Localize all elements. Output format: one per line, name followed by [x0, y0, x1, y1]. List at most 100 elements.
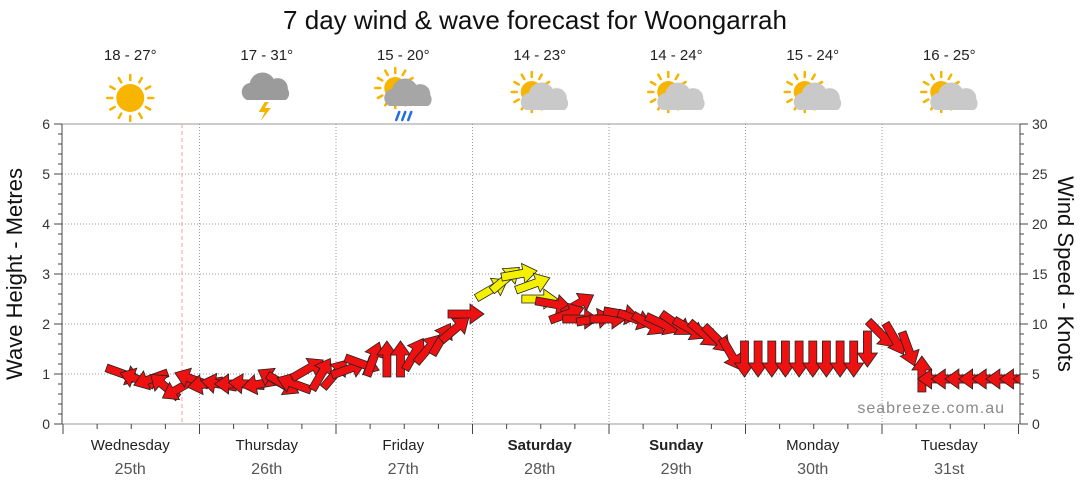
right-tick-label: 0	[1032, 416, 1040, 432]
left-tick-label: 6	[42, 116, 50, 132]
cloud-shape	[657, 82, 705, 110]
storm-cloud-icon	[241, 72, 290, 121]
rain-drop	[401, 110, 407, 122]
day-temperature: 16 - 25°	[923, 47, 976, 64]
wind-arrow	[815, 340, 838, 378]
sun-ray	[811, 73, 816, 81]
wind-arrow	[774, 340, 797, 378]
sun-rain-cloud-icon	[374, 66, 432, 122]
sun-ray	[657, 73, 662, 81]
left-tick-label: 1	[42, 366, 50, 382]
wind-arrow	[133, 368, 170, 391]
x-day-label: Friday	[382, 437, 424, 454]
x-date-label: 25th	[115, 461, 146, 478]
wind-arrow	[998, 368, 1020, 390]
wind-arrow	[856, 330, 879, 368]
x-date-label: 28th	[524, 461, 555, 478]
sun-ray	[376, 76, 384, 82]
right-tick-label: 15	[1032, 266, 1048, 282]
lightning-bolt	[258, 102, 271, 121]
left-tick-label: 3	[42, 266, 50, 282]
day-temperature: 15 - 20°	[377, 47, 430, 64]
sun-ray	[922, 98, 930, 104]
wind-arrow	[308, 357, 333, 393]
sun-ray	[922, 80, 930, 86]
sun-icon	[106, 73, 155, 123]
wind-arrow	[788, 340, 810, 378]
day-temperature: 14 - 23°	[513, 47, 566, 64]
x-day-label: Monday	[786, 437, 840, 454]
cloud-shape	[520, 82, 569, 110]
sun-ray	[930, 73, 935, 81]
wind-arrow	[717, 335, 743, 371]
partly-cloudy-icon	[647, 70, 705, 114]
wind-arrow	[447, 303, 485, 325]
wind-arrow	[747, 340, 769, 378]
cloud-shape	[930, 82, 978, 110]
cloud-shape	[241, 72, 290, 100]
partly-cloudy-icon	[783, 70, 842, 114]
sun-ray	[401, 69, 407, 77]
sun-ray	[786, 98, 794, 104]
day-temperature: 14 - 24°	[650, 47, 703, 64]
left-tick-label: 4	[42, 216, 50, 232]
x-date-label: 26th	[251, 461, 282, 478]
sun-ray	[144, 105, 152, 111]
forecast-header: 18 - 27° 17 - 31° 15 - 20° 14 - 23° 14 - 24°…	[104, 47, 978, 123]
wind-arrow	[1012, 373, 1020, 385]
sun-ray	[786, 80, 794, 86]
x-day-label: Thursday	[235, 437, 298, 454]
wind-arrow	[802, 340, 824, 378]
wind-arrow	[438, 316, 470, 345]
wind-arrow	[761, 340, 783, 378]
wind-arrow	[842, 340, 865, 378]
chart-title: 7 day wind & wave forecast for Woongarra…	[283, 5, 787, 35]
partly-cloudy-icon	[510, 70, 569, 114]
sun-ray	[138, 76, 143, 84]
sun-ray	[138, 112, 143, 120]
sun-ray	[376, 94, 384, 100]
sun-ray	[649, 98, 657, 104]
right-tick-label: 30	[1032, 116, 1048, 132]
y-axis-title: Wave Height - Metres	[2, 168, 27, 380]
partly-cloudy-icon	[920, 70, 978, 114]
wind-arrow	[514, 272, 551, 295]
sun-ray	[520, 73, 526, 81]
sun-ray	[947, 73, 953, 81]
wind-arrow	[911, 355, 933, 393]
sun-ray	[793, 73, 799, 81]
right-tick-label: 20	[1032, 216, 1048, 232]
x-day-label: Tuesday	[921, 437, 978, 454]
sun-disc	[116, 84, 145, 112]
sun-ray	[384, 69, 389, 77]
x-day-label: Saturday	[508, 437, 573, 454]
wind-arrow	[500, 262, 538, 284]
right-tick-label: 5	[1032, 366, 1040, 382]
rain-drop	[395, 110, 401, 122]
sun-ray	[109, 105, 116, 111]
x-day-label: Sunday	[649, 437, 704, 454]
right-tick-label: 10	[1032, 316, 1048, 332]
wind-arrow	[897, 330, 920, 367]
wave-height-axis: 0 1 2 3 4 5 6	[42, 116, 63, 432]
wind-speed-axis: 0 5 10 15 20 25 30	[1019, 116, 1048, 432]
left-tick-label: 0	[42, 416, 50, 432]
x-day-label: Wednesday	[91, 437, 170, 454]
y2-axis-title: Wind Speed - Knots	[1053, 176, 1078, 372]
sun-ray	[117, 76, 123, 84]
cloud-shape	[793, 82, 842, 110]
sun-ray	[513, 80, 521, 86]
rain-drop	[407, 110, 413, 122]
sun-ray	[109, 85, 116, 91]
left-tick-label: 2	[42, 316, 50, 332]
wind-arrow	[829, 340, 851, 378]
wind-arrow	[389, 340, 412, 378]
sun-ray	[674, 73, 680, 81]
right-tick-label: 25	[1032, 166, 1048, 182]
x-date-label: 31st	[934, 461, 965, 478]
x-date-label: 27th	[388, 461, 419, 478]
day-temperature: 18 - 27°	[104, 47, 157, 64]
wind-arrow	[276, 372, 313, 395]
wind-arrow	[376, 340, 398, 378]
